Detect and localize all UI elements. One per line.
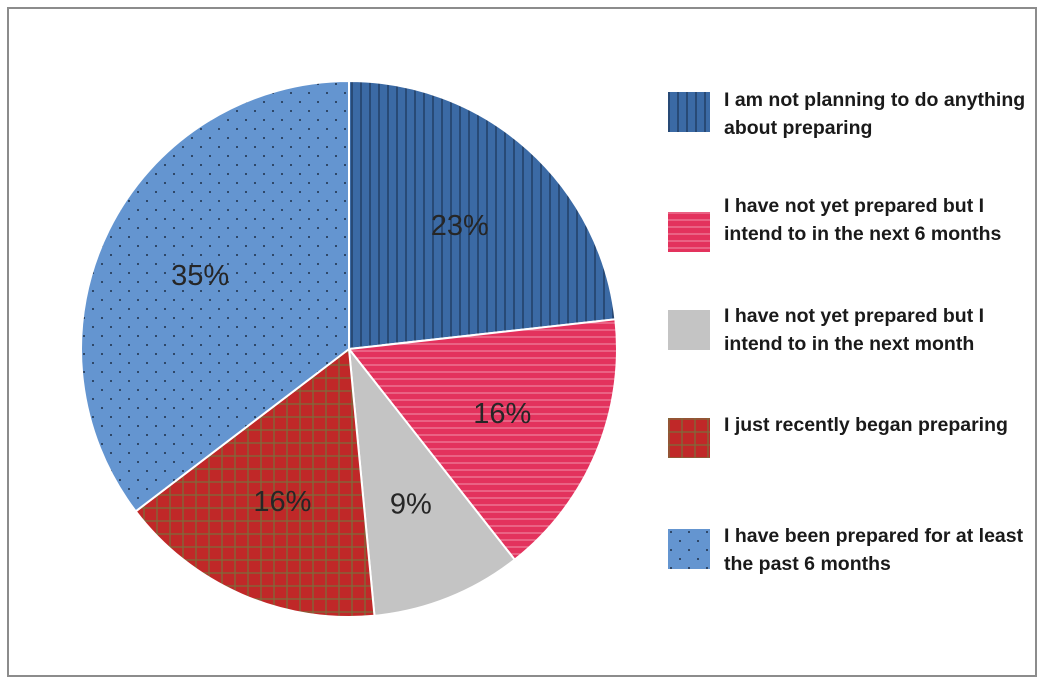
legend-swatch	[668, 418, 710, 458]
slice-value-label: 16%	[473, 398, 531, 430]
legend-label: I just recently began preparing	[724, 414, 1008, 436]
slice-value-label: 9%	[390, 488, 432, 520]
slice-value-label: 23%	[431, 210, 489, 242]
legend-label: I have not yet prepared but I intend to …	[724, 305, 985, 355]
slice-value-label: 16%	[253, 486, 311, 518]
legend-swatch	[668, 310, 710, 350]
legend-label: I am not planning to do anything about p…	[724, 89, 1026, 139]
slice-value-label: 35%	[171, 260, 229, 292]
legend-label: I have been prepared for at least the pa…	[724, 525, 1024, 575]
pie-slice	[347, 345, 517, 617]
pie-slice	[348, 79, 617, 351]
pie-slice	[134, 347, 376, 618]
pie-slice	[347, 318, 618, 562]
pie-slice	[80, 79, 350, 513]
legend-swatch	[668, 92, 710, 132]
legend-swatch	[668, 529, 710, 569]
legend-swatch	[668, 212, 710, 252]
legend-label: I have not yet prepared but I intend to …	[724, 195, 1002, 245]
